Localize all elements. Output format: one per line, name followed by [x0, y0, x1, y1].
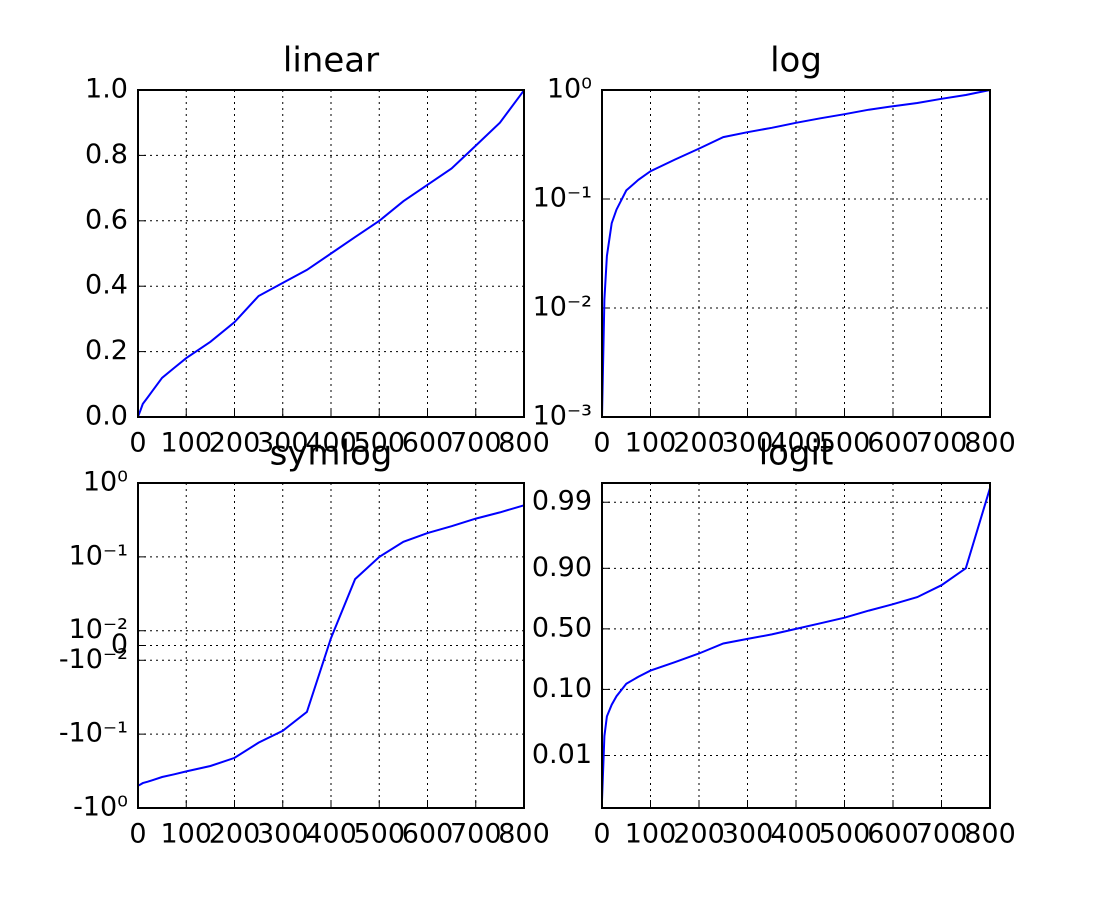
y-tick-label: 10⁻¹ — [69, 540, 128, 571]
x-tick-label: 800 — [964, 428, 1016, 459]
axes-frame — [137, 89, 525, 418]
x-tick-label: 400 — [305, 428, 357, 459]
subplot-title: symlog — [270, 434, 393, 474]
y-tick-label: 1.0 — [85, 74, 128, 105]
x-tick-label: 500 — [819, 428, 871, 459]
x-tick-label: 600 — [402, 428, 454, 459]
x-tick-label: 800 — [964, 819, 1016, 850]
y-tick-label: 10⁻² — [69, 614, 128, 645]
y-tick-label: 0.2 — [85, 335, 128, 366]
x-tick-label: 800 — [498, 819, 550, 850]
y-tick-label: 10⁰ — [83, 467, 128, 498]
x-tick-label: 200 — [673, 819, 725, 850]
x-tick-label: 600 — [402, 819, 454, 850]
x-tick-label: 100 — [625, 819, 677, 850]
y-tick-label: 10⁻² — [533, 292, 592, 323]
y-tick-label: 10⁻¹ — [533, 183, 592, 214]
subplot-title: log — [770, 41, 822, 81]
x-tick-label: 100 — [160, 428, 212, 459]
axes-frame — [137, 482, 525, 809]
x-tick-label: 100 — [625, 428, 677, 459]
y-tick-label: -10⁰ — [73, 792, 128, 823]
y-tick-label: 0.8 — [85, 139, 128, 170]
x-tick-label: 0 — [593, 819, 610, 850]
x-tick-label: 600 — [867, 428, 919, 459]
axes-frame — [601, 89, 991, 418]
y-tick-label: 0.50 — [532, 612, 592, 643]
y-tick-label: -10⁻² — [59, 644, 128, 675]
x-tick-label: 700 — [916, 819, 968, 850]
x-tick-label: 0 — [129, 428, 146, 459]
y-tick-label: 0.4 — [85, 270, 128, 301]
x-tick-label: 500 — [353, 819, 405, 850]
x-tick-label: 0 — [593, 428, 610, 459]
x-tick-label: 0 — [129, 819, 146, 850]
x-tick-label: 200 — [209, 428, 261, 459]
x-tick-label: 700 — [450, 428, 502, 459]
data-line — [137, 504, 525, 787]
subplot-title: linear — [283, 41, 379, 81]
y-tick-label: -10⁻¹ — [59, 718, 128, 749]
x-tick-label: 200 — [673, 428, 725, 459]
y-tick-label: 0.0 — [85, 401, 128, 432]
x-tick-label: 400 — [305, 819, 357, 850]
x-tick-label: 500 — [819, 819, 871, 850]
y-tick-label: 0 — [111, 629, 128, 660]
x-tick-label: 500 — [353, 428, 405, 459]
data-line — [601, 487, 991, 801]
x-tick-label: 400 — [770, 819, 822, 850]
x-tick-label: 300 — [722, 428, 774, 459]
x-tick-label: 200 — [209, 819, 261, 850]
axes-frame — [601, 482, 991, 809]
x-tick-label: 700 — [450, 819, 502, 850]
y-tick-label: 0.90 — [532, 552, 592, 583]
x-tick-label: 300 — [257, 428, 309, 459]
x-tick-label: 700 — [916, 428, 968, 459]
data-line — [137, 89, 525, 418]
x-tick-label: 800 — [498, 428, 550, 459]
x-tick-label: 600 — [867, 819, 919, 850]
y-tick-label: 0.01 — [532, 739, 592, 770]
data-line — [601, 89, 991, 418]
x-tick-label: 300 — [257, 819, 309, 850]
y-tick-label: 0.10 — [532, 673, 592, 704]
y-tick-label: 10⁰ — [547, 74, 592, 105]
y-tick-label: 0.99 — [532, 486, 592, 517]
x-tick-label: 300 — [722, 819, 774, 850]
x-tick-label: 100 — [160, 819, 212, 850]
y-tick-label: 10⁻³ — [533, 401, 592, 432]
subplot-title: logit — [759, 434, 834, 474]
x-tick-label: 400 — [770, 428, 822, 459]
y-tick-label: 0.6 — [85, 204, 128, 235]
